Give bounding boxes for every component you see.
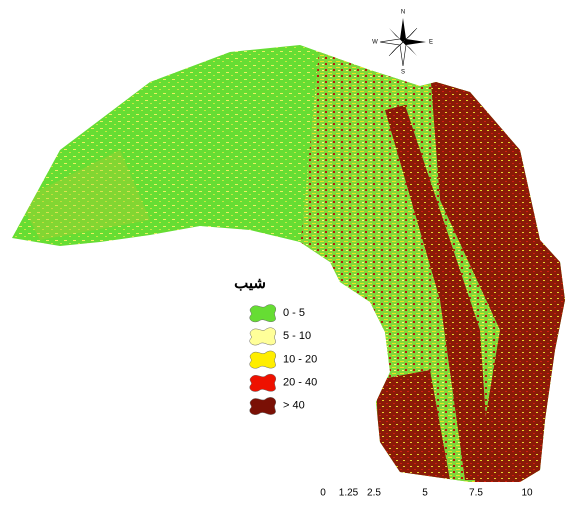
legend-label: 5 - 10 [283, 330, 311, 342]
scale-label: 5 [422, 488, 428, 499]
legend-swatch [250, 374, 276, 391]
legend-swatch [250, 397, 276, 414]
scale-label: 10 [521, 488, 533, 499]
legend-swatch [250, 351, 276, 368]
compass-e: E [429, 40, 433, 46]
legend-swatch [250, 305, 276, 322]
map: N S W E شیب 0 - 5 5 - 10 10 - 20 20 - 40 > 4… [0, 0, 569, 511]
legend-label: 10 - 20 [283, 353, 317, 365]
scale-label: 2.5 [367, 488, 381, 499]
compass-n: N [401, 10, 405, 16]
scale-label: 0 [320, 488, 326, 499]
page: {"legend":{"title":"شیب","items":[ {"lab… [0, 0, 569, 511]
scale-label: 7.5 [469, 488, 483, 499]
legend-swatch [250, 328, 276, 345]
legend-label: 0 - 5 [283, 307, 305, 319]
legend-label: > 40 [283, 400, 305, 412]
slope-raster [0, 0, 569, 511]
scale-label: 1.25 [339, 488, 359, 499]
legend-title: شیب [234, 275, 266, 292]
compass-s: S [401, 70, 405, 76]
compass-w: W [372, 40, 378, 46]
compass: N S W E [372, 10, 433, 76]
legend-label: 20 - 40 [283, 377, 317, 389]
